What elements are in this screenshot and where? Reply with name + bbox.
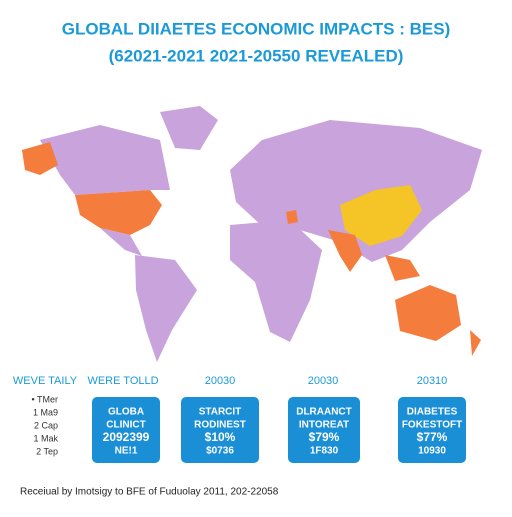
legend-item: • TMer: [32, 394, 59, 404]
card-line: $10%: [205, 430, 236, 444]
card-line: STARCIT: [199, 407, 242, 418]
africa: [230, 220, 322, 342]
card-box: [181, 397, 259, 463]
title: GLOBAL DIIAETES ECONOMIC IMPACTS : BES): [62, 19, 451, 38]
card-line: CLINICT: [106, 420, 145, 431]
card-line: 2092399: [103, 430, 150, 444]
card: DIABETES FOKESTOFT$77% 10930: [398, 397, 466, 463]
greenland: [160, 106, 218, 150]
card-line: INTOREAT: [299, 420, 349, 431]
china: [340, 185, 422, 246]
south-america: [135, 255, 197, 362]
column-header: WERE TOLLD: [87, 375, 158, 387]
card-line: $0736: [206, 446, 234, 457]
card-line: FOKESTOFT: [402, 420, 462, 431]
column-header: WEVE TAILY: [13, 375, 78, 387]
india: [328, 230, 362, 272]
central-america: [100, 228, 142, 256]
legend-item: 1 Ma9: [33, 407, 58, 417]
subtitle: (62021-2021 2021-20550 REVEALED): [109, 46, 404, 65]
card-box: [288, 397, 360, 463]
legend-item: 2 Cap: [34, 420, 58, 430]
legend: • TMer 1 Ma9 2 Cap 1 Mak 2 Tep: [32, 394, 59, 456]
card-line: DIABETES: [407, 407, 458, 418]
alaska: [22, 142, 58, 175]
card-box: [92, 397, 160, 463]
column-header: 20030: [205, 375, 236, 387]
legend-item: 2 Tep: [36, 446, 58, 456]
world-map: [22, 106, 482, 362]
southeast-asia: [385, 255, 420, 281]
card: DLRAANCT INTOREAT$79% 1F830: [288, 397, 360, 463]
column-header: 20310: [417, 375, 448, 387]
card-line: 1F830: [310, 446, 339, 457]
australia: [395, 285, 461, 341]
card-line: 10930: [418, 446, 446, 457]
card-box: [398, 397, 466, 463]
usa: [75, 190, 162, 235]
column-headers: WEVE TAILY WERE TOLLD 20030 20030 20310: [13, 375, 447, 387]
new-zealand: [470, 330, 481, 356]
card-line: DLRAANCT: [296, 407, 352, 418]
card-line: GLOBA: [108, 407, 144, 418]
card: STARCIT RODINEST$10% $0736: [181, 397, 259, 463]
card-line: $79%: [309, 430, 340, 444]
legend-item: 1 Mak: [33, 433, 58, 443]
canada: [40, 125, 170, 195]
card-line: RODINEST: [194, 420, 246, 431]
card-line: $77%: [417, 430, 448, 444]
card-line: NE!1: [115, 446, 138, 457]
column-header: 20030: [308, 375, 339, 387]
footer: Receiual by Imotsigy to BFE of Fuduolay …: [20, 487, 279, 498]
middle-east: [286, 210, 298, 224]
